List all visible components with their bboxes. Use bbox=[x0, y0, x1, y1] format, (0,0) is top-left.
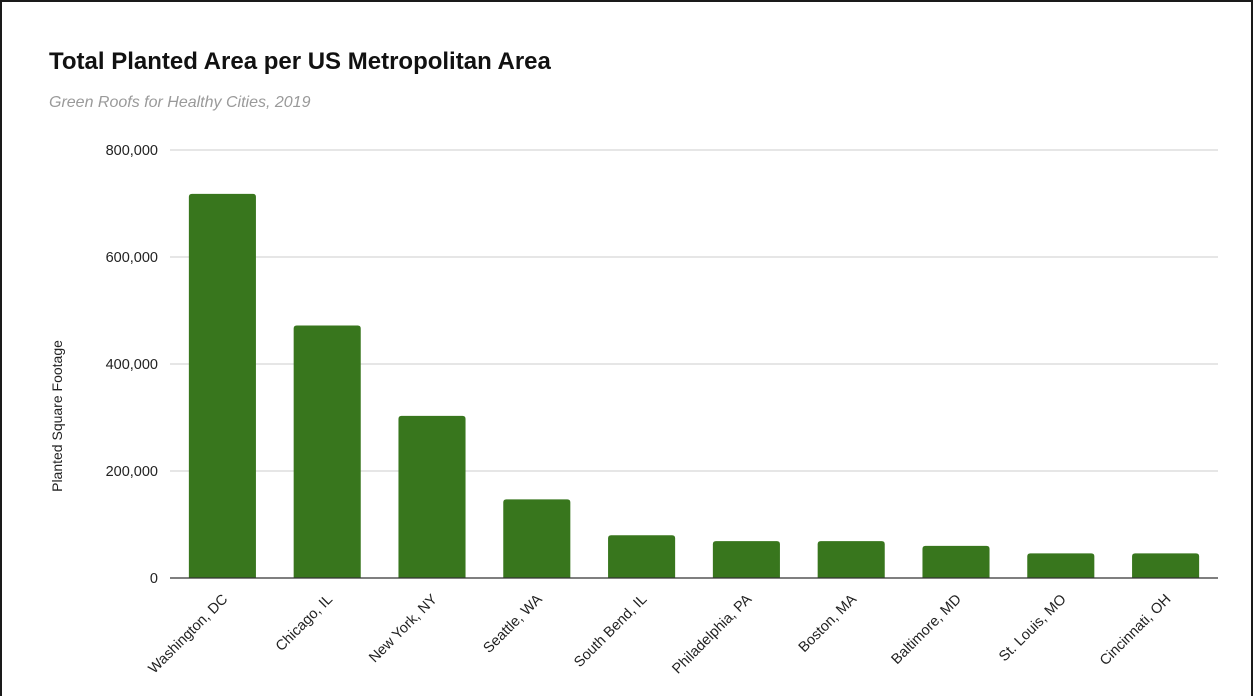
x-tick-label: Philadelphia, PA bbox=[669, 591, 755, 677]
y-axis-title: Planted Square Footage bbox=[49, 340, 65, 492]
bar bbox=[608, 535, 676, 578]
x-tick-label: Cincinnati, OH bbox=[1097, 592, 1174, 669]
chart-title: Total Planted Area per US Metropolitan A… bbox=[49, 48, 551, 75]
y-tick-label: 200,000 bbox=[106, 464, 158, 480]
bar bbox=[293, 325, 361, 578]
y-tick-label: 0 bbox=[150, 571, 158, 587]
x-tick-label: Boston, MA bbox=[796, 591, 861, 656]
bars bbox=[188, 193, 1200, 578]
bar bbox=[188, 193, 256, 578]
x-tick-label: Baltimore, MD bbox=[889, 592, 965, 668]
x-tick-label: Seattle, WA bbox=[481, 591, 546, 656]
x-tick-label: Chicago, IL bbox=[273, 592, 336, 655]
y-tick-label: 800,000 bbox=[106, 143, 158, 159]
bar bbox=[922, 545, 990, 578]
x-tick-label: New York, NY bbox=[366, 591, 441, 666]
y-tick-label: 600,000 bbox=[106, 250, 158, 266]
bar bbox=[398, 415, 466, 578]
y-tick-label: 400,000 bbox=[106, 357, 158, 373]
bar bbox=[1027, 553, 1095, 578]
y-axis-ticks: 0 200,000 400,000 600,000 800,000 bbox=[106, 143, 158, 587]
x-tick-label: St. Louis, MO bbox=[996, 592, 1069, 665]
x-tick-label: Washington, DC bbox=[146, 592, 232, 678]
bar bbox=[1132, 553, 1200, 578]
bar bbox=[503, 499, 571, 578]
bar bbox=[817, 541, 885, 578]
x-tick-label: South Bend, IL bbox=[571, 592, 650, 671]
chart-subtitle: Green Roofs for Healthy Cities, 2019 bbox=[49, 94, 311, 111]
bar bbox=[712, 541, 780, 578]
x-axis-ticks: Washington, DC Chicago, IL New York, NY Sea… bbox=[146, 591, 1175, 677]
